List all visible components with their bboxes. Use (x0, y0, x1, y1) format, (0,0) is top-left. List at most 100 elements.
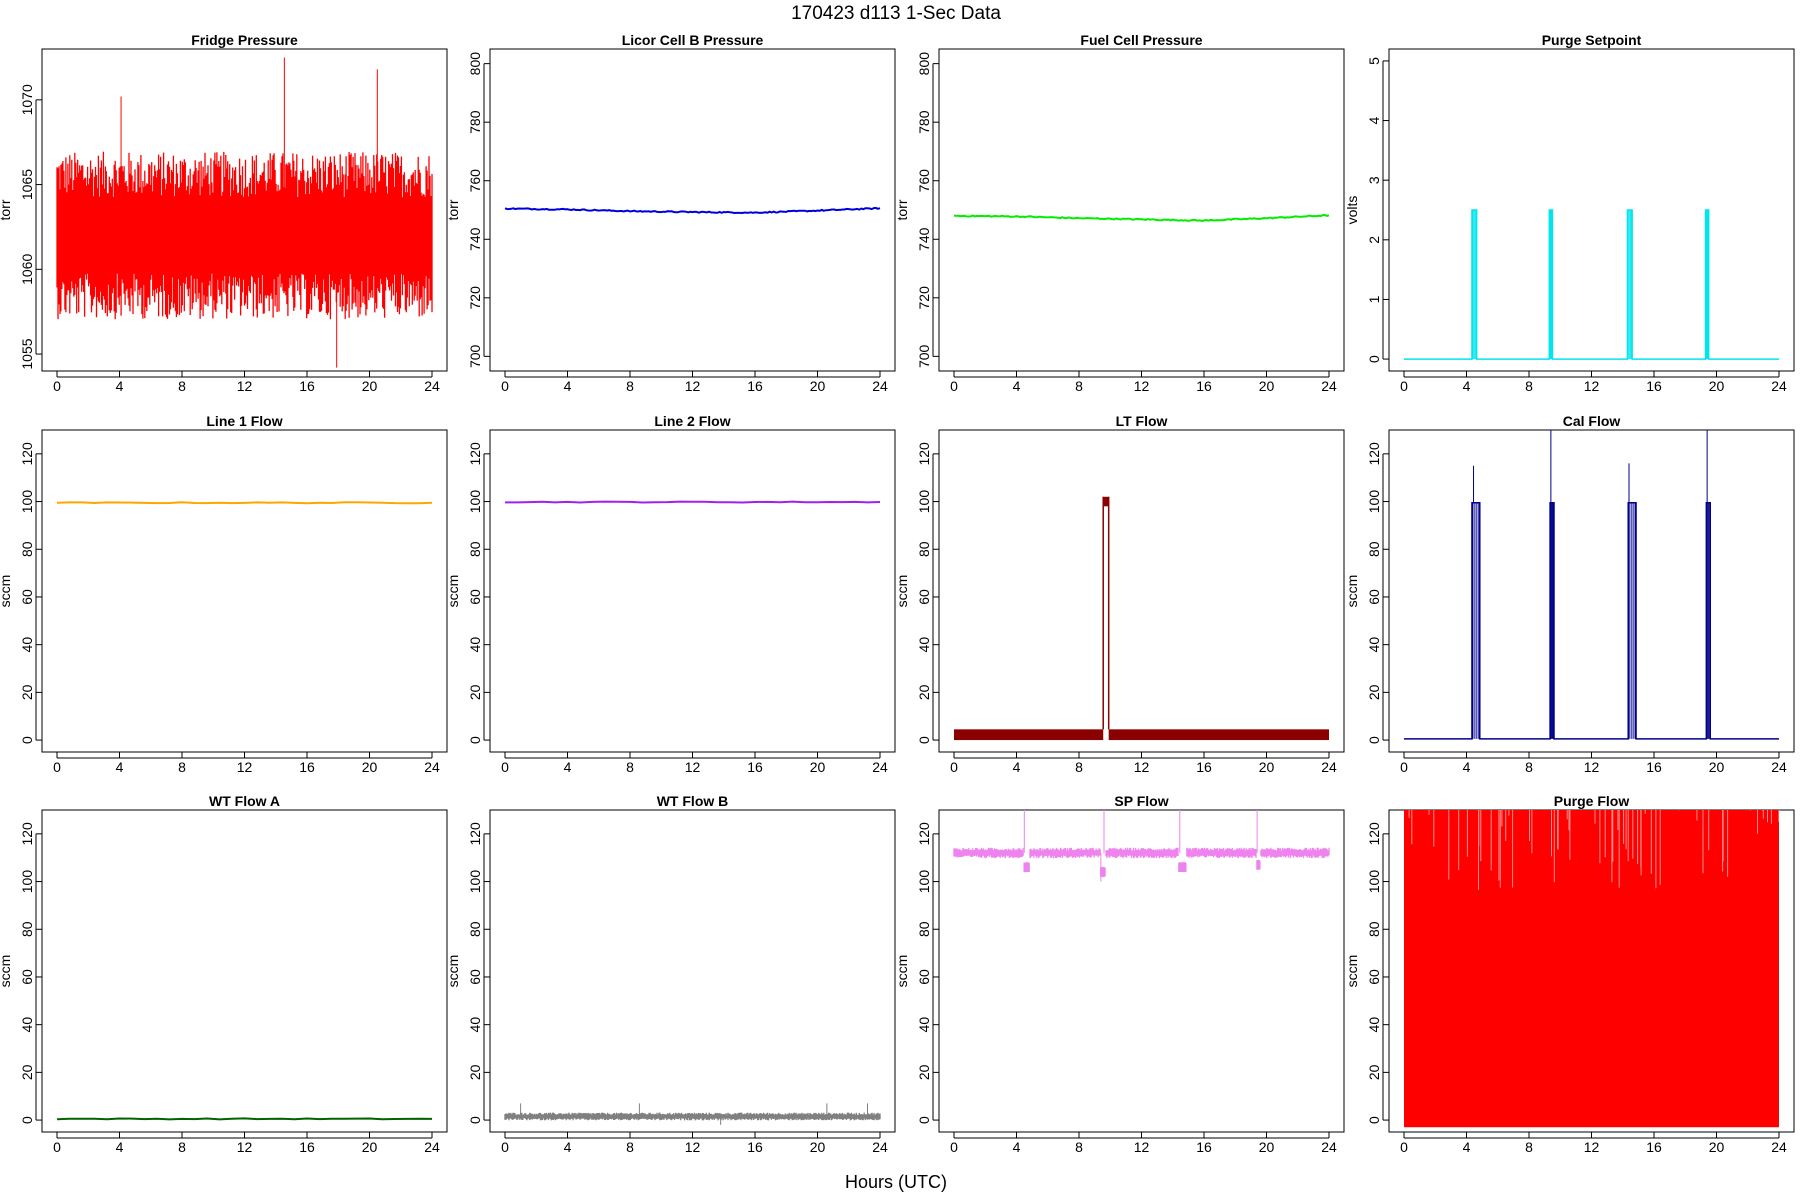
series-line (953, 213, 1330, 223)
x-tick-label: 24 (872, 759, 888, 775)
y-axis-label: sccm (445, 955, 461, 988)
x-tick-label: 4 (116, 378, 124, 394)
series-wt-flow-b (504, 1103, 881, 1125)
x-tick-label: 4 (564, 1139, 572, 1155)
x-tick-label: 0 (53, 378, 61, 394)
x-tick-label: 16 (299, 378, 315, 394)
y-tick-label: 120 (19, 442, 35, 466)
panel-title: LT Flow (1116, 413, 1168, 429)
x-tick-label: 8 (1075, 378, 1083, 394)
y-tick-label: 80 (467, 921, 483, 937)
x-tick-label: 0 (501, 378, 509, 394)
x-tick-label: 0 (1400, 759, 1408, 775)
y-tick-label: 700 (916, 344, 932, 368)
x-tick-label: 20 (362, 1139, 378, 1155)
y-tick-label: 20 (916, 1064, 932, 1080)
plot-frame (489, 429, 896, 753)
y-tick-label: 4 (1366, 116, 1382, 124)
y-tick-label: 40 (1366, 637, 1382, 653)
x-tick-label: 24 (1321, 759, 1337, 775)
panel-title: Fuel Cell Pressure (1080, 32, 1202, 48)
y-tick-label: 60 (467, 589, 483, 605)
panel-title: Licor Cell B Pressure (622, 32, 764, 48)
y-tick-label: 100 (916, 870, 932, 894)
y-tick-label: 80 (19, 921, 35, 937)
x-tick-label: 4 (1463, 1139, 1471, 1155)
x-tick-label: 16 (747, 1139, 763, 1155)
panel-wt-flow-b: WT Flow B sccm 0 4 8 12 16 20 24 0 20 40 60 80 100 120 (445, 793, 896, 1155)
x-tick-label: 24 (872, 378, 888, 394)
x-tick-label: 0 (501, 1139, 509, 1155)
series-noise (953, 847, 1330, 878)
x-tick-label: 12 (1134, 759, 1150, 775)
y-tick-label: 100 (916, 490, 932, 514)
y-tick-label: 60 (19, 969, 35, 985)
y-tick-label: 80 (1366, 921, 1382, 937)
x-tick-label: 8 (1075, 759, 1083, 775)
series-band (954, 729, 1104, 741)
x-tick-label: 12 (685, 378, 701, 394)
panel-title: Line 2 Flow (654, 413, 730, 429)
y-tick-label: 120 (916, 442, 932, 466)
x-tick-label: 12 (1134, 1139, 1150, 1155)
y-tick-label: 780 (467, 110, 483, 134)
panel-title: Cal Flow (1563, 413, 1621, 429)
y-axis-label: sccm (0, 575, 13, 608)
y-tick-label: 760 (916, 169, 932, 193)
x-tick-label: 16 (299, 1139, 315, 1155)
y-tick-label: 20 (916, 684, 932, 700)
panel-title: WT Flow B (657, 793, 729, 809)
y-tick-label: 1055 (19, 338, 35, 369)
plot-frame (938, 809, 1345, 1133)
x-tick-label: 8 (626, 759, 634, 775)
y-tick-label: 20 (1366, 1064, 1382, 1080)
y-tick-label: 40 (19, 637, 35, 653)
x-tick-label: 16 (1646, 1139, 1662, 1155)
y-tick-label: 80 (19, 541, 35, 557)
y-tick-label: 80 (467, 541, 483, 557)
x-tick-label: 4 (1013, 1139, 1021, 1155)
series-line (56, 501, 433, 505)
panel-purge-flow: Purge Flow sccm 0 4 8 12 16 20 24 0 20 40 60 80 100 120 (1344, 793, 1795, 1155)
x-tick-label: 24 (1771, 378, 1787, 394)
x-tick-label: 24 (1321, 1139, 1337, 1155)
panel-title: WT Flow A (209, 793, 280, 809)
panel-fridge-pressure: Fridge Pressure torr 0 4 8 12 16 20 24 1055 1060 10… (0, 32, 448, 394)
series-band (1103, 496, 1109, 507)
x-tick-label: 0 (950, 759, 958, 775)
panel-cal-flow: Cal Flow sccm 0 4 8 12 16 20 24 0 20 40 60 80 100 120 (1344, 413, 1795, 775)
x-tick-label: 4 (116, 1139, 124, 1155)
panel-fuel-cell-pressure: Fuel Cell Pressure torr 0 4 8 12 16 20 24 700 720 7… (894, 32, 1345, 394)
series-line-2-flow (505, 500, 881, 504)
x-tick-label: 0 (950, 1139, 958, 1155)
x-tick-label: 4 (564, 759, 572, 775)
y-tick-label: 0 (467, 736, 483, 744)
panel-title: Purge Flow (1554, 793, 1630, 809)
x-tick-label: 24 (424, 1139, 440, 1155)
x-tick-label: 16 (747, 378, 763, 394)
y-tick-label: 60 (1366, 969, 1382, 985)
y-tick-label: 0 (19, 736, 35, 744)
series-pulses (1404, 209, 1779, 360)
series-gaps (1408, 810, 1780, 890)
x-tick-label: 4 (1463, 378, 1471, 394)
x-tick-label: 4 (1013, 759, 1021, 775)
y-tick-label: 80 (916, 921, 932, 937)
y-tick-label: 0 (916, 1116, 932, 1124)
x-tick-label: 4 (116, 759, 124, 775)
x-tick-label: 16 (299, 759, 315, 775)
y-tick-label: 780 (916, 110, 932, 134)
y-tick-label: 760 (467, 169, 483, 193)
panel-wt-flow-a: WT Flow A sccm 0 4 8 12 16 20 24 0 20 40 60 80 100 120 (0, 793, 448, 1155)
x-tick-label: 0 (1400, 1139, 1408, 1155)
x-tick-label: 0 (501, 759, 509, 775)
series-line (56, 1117, 433, 1121)
y-tick-label: 120 (916, 822, 932, 846)
plot-frame (938, 429, 1345, 753)
x-tick-label: 0 (53, 759, 61, 775)
x-tick-label: 20 (810, 1139, 826, 1155)
y-tick-label: 40 (19, 1017, 35, 1033)
y-tick-label: 100 (1366, 490, 1382, 514)
x-tick-label: 20 (1259, 759, 1275, 775)
